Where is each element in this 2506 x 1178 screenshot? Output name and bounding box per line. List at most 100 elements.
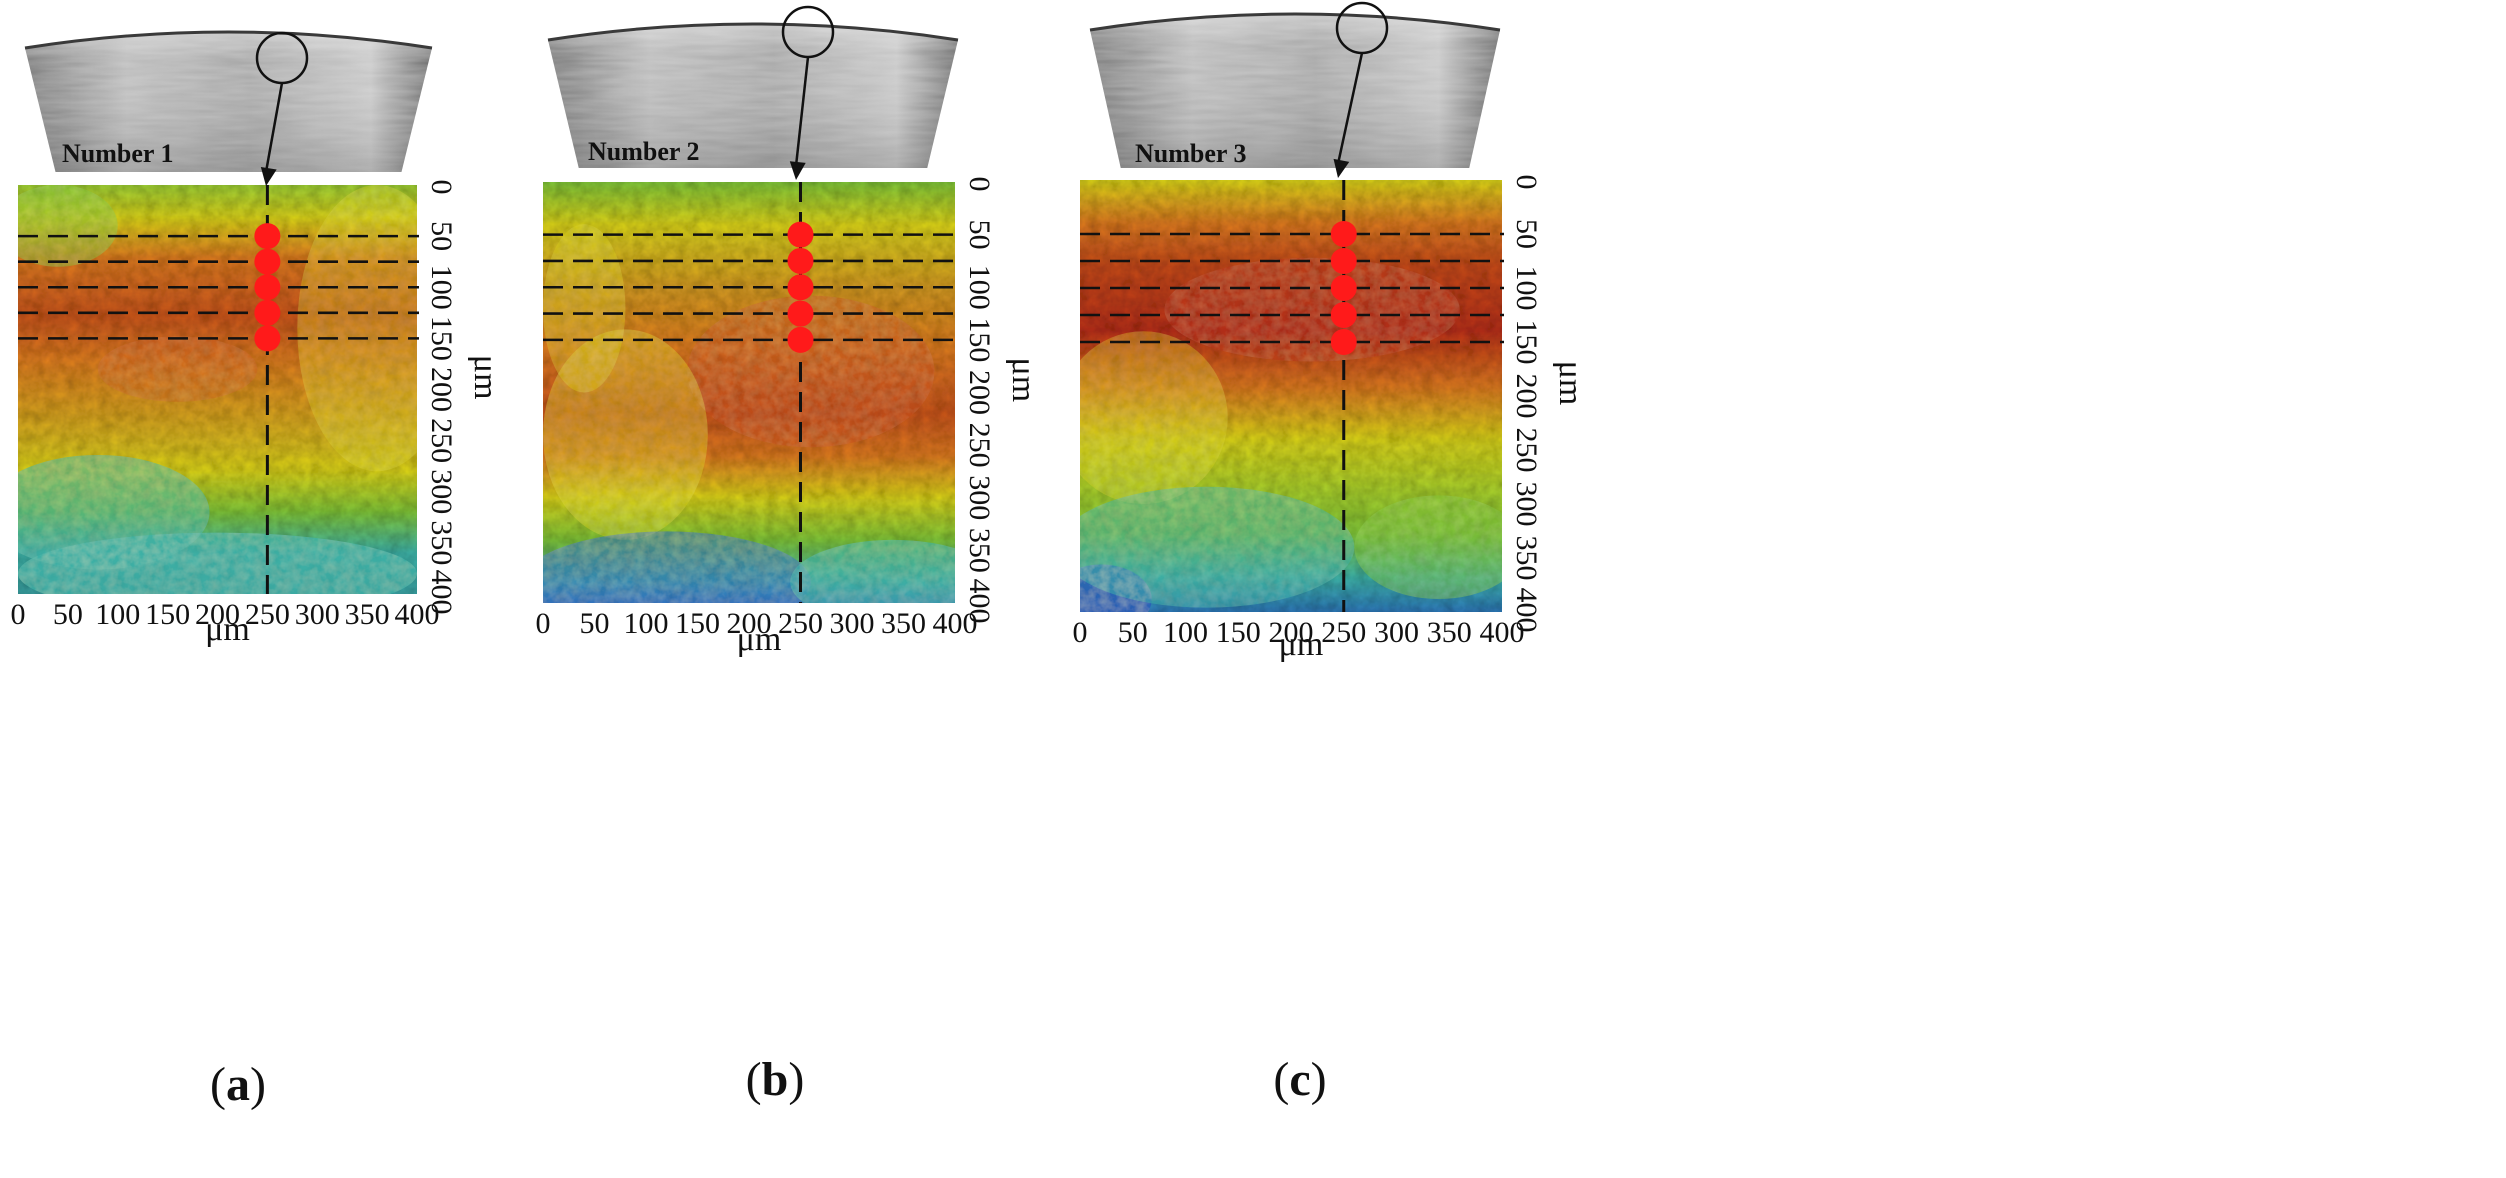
y-tick-label: 400 [963, 579, 996, 624]
x-tick-label: 100 [1163, 616, 1208, 649]
x-tick-label: 100 [95, 598, 140, 631]
sample-label: Number 3 [1135, 139, 1246, 168]
y-tick-label: 350 [1510, 536, 1543, 581]
x-tick-label: 400 [395, 598, 440, 631]
x-tick-label: 200 [727, 607, 772, 640]
panel-label-letter: b [762, 1053, 789, 1106]
y-tick-label: 150 [1510, 320, 1543, 365]
panel-label-close: ) [1311, 1053, 1327, 1106]
y-tick-label: 0 [425, 180, 458, 195]
x-tick-label: 250 [245, 598, 290, 631]
panel-label-letter: a [226, 1058, 250, 1111]
y-tick-label: 350 [963, 528, 996, 573]
measurement-point [1330, 275, 1357, 301]
measurement-point [254, 248, 281, 275]
x-tick-label: 50 [1118, 616, 1148, 649]
panel-label: (b) [746, 1053, 805, 1106]
map-region [1080, 331, 1228, 504]
x-tick-label: 350 [1427, 616, 1472, 649]
x-axis-title: μm [1279, 626, 1324, 663]
x-tick-label: 250 [1321, 616, 1366, 649]
y-tick-label: 300 [425, 469, 458, 514]
blade-top-edge [1089, 12, 1501, 32]
y-axis-title: μm [467, 355, 504, 400]
y-tick-label: 400 [425, 570, 458, 615]
map-region [790, 539, 955, 603]
x-tick-label: 300 [295, 598, 340, 631]
y-tick-label: 350 [425, 520, 458, 565]
sample-label: Number 2 [588, 137, 699, 166]
blade-shading [548, 24, 958, 168]
y-tick-label: 200 [425, 367, 458, 412]
pointer-arrow-head [260, 166, 277, 186]
panel-label-open: ( [746, 1053, 762, 1106]
sample-label: Number 1 [62, 139, 173, 168]
panel-c: Number 30 50 100 150 200 250 300 350 40005010015… [1073, 1, 1589, 1106]
x-tick-label: 50 [580, 607, 610, 640]
panel-label-open: ( [210, 1058, 226, 1111]
x-tick-label: 0 [536, 607, 551, 640]
surface-map [1080, 180, 1502, 612]
pointer-arrow-line [1336, 52, 1364, 165]
map-region [543, 224, 626, 393]
x-axis-title: μm [737, 621, 782, 658]
panel-label-close: ) [788, 1053, 804, 1106]
pointer-arrow-line [264, 82, 284, 173]
y-tick-label: 200 [1510, 374, 1543, 419]
x-tick-label: 200 [1269, 616, 1314, 649]
x-tick-label: 200 [195, 598, 240, 631]
x-tick-label: 250 [778, 607, 823, 640]
panel-label-letter: c [1289, 1053, 1310, 1106]
map-region [543, 531, 811, 603]
y-tick-label: 50 [963, 220, 996, 250]
x-tick-label: 400 [1480, 616, 1525, 649]
y-tick-label: 50 [1510, 219, 1543, 249]
measurement-point [254, 299, 281, 326]
y-tick-label: 150 [963, 317, 996, 362]
y-tick-label: 100 [963, 265, 996, 310]
map-region [18, 185, 118, 267]
x-tick-label: 400 [933, 607, 978, 640]
measurement-point [254, 223, 281, 250]
y-tick-label: 250 [963, 423, 996, 468]
surface-map [543, 182, 955, 603]
x-tick-label: 300 [830, 607, 875, 640]
pointer-arrow-head [1333, 158, 1350, 178]
y-tick-label: 400 [1510, 588, 1543, 633]
measurement-point [254, 274, 281, 301]
x-tick-label: 150 [145, 598, 190, 631]
blade-shading [1090, 14, 1500, 168]
x-tick-label: 150 [675, 607, 720, 640]
pointer-arrow-head [789, 161, 806, 180]
map-region [687, 295, 935, 448]
x-tick-label: 100 [624, 607, 669, 640]
x-tick-label: 350 [881, 607, 926, 640]
y-axis-title: μm [1552, 361, 1589, 406]
map-region [1080, 486, 1355, 608]
y-tick-label: 250 [1510, 428, 1543, 473]
measurement-point [1330, 329, 1357, 355]
y-tick-label: 50 [425, 221, 458, 251]
panel-b: Number 20 50 100 150 200 250 300 350 40005010015… [536, 5, 1042, 1106]
measurement-point [787, 247, 814, 274]
measurement-point [787, 221, 814, 248]
y-tick-label: 150 [425, 316, 458, 361]
y-tick-label: 250 [425, 418, 458, 463]
measurement-point [1330, 302, 1357, 328]
blade-top-edge [547, 22, 959, 42]
x-tick-label: 0 [11, 598, 26, 631]
map-region [1354, 495, 1502, 600]
x-tick-label: 0 [1073, 616, 1088, 649]
panel-label-open: ( [1273, 1053, 1289, 1106]
y-axis-title: μm [1005, 358, 1042, 403]
panel-label-close: ) [250, 1058, 266, 1111]
panel-a: Number 10 50 100 150 200 250 300 350 40005010015… [11, 30, 504, 1111]
measurement-point [1330, 248, 1357, 274]
x-tick-label: 150 [1216, 616, 1261, 649]
surface-map [18, 185, 417, 594]
x-tick-label: 50 [53, 598, 83, 631]
y-tick-label: 300 [1510, 482, 1543, 527]
measurement-point [254, 325, 281, 352]
measurement-point [787, 274, 814, 301]
